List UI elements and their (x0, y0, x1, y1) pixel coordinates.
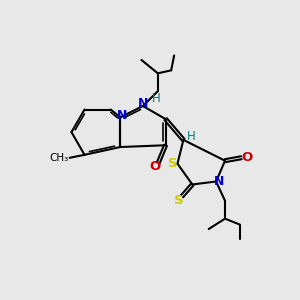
Text: CH₃: CH₃ (49, 153, 68, 163)
Text: H: H (187, 130, 195, 143)
Text: N: N (214, 175, 224, 188)
Text: N: N (138, 97, 148, 110)
Text: O: O (242, 151, 253, 164)
Text: N: N (117, 109, 127, 122)
Text: S: S (174, 194, 184, 207)
Text: O: O (150, 160, 161, 172)
Text: H: H (152, 92, 161, 105)
Text: S: S (168, 157, 178, 170)
